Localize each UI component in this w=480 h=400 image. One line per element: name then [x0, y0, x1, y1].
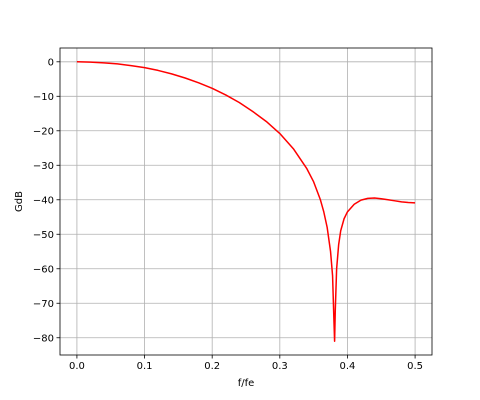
y-tick-label: −20 — [33, 126, 54, 137]
y-axis-label: GdB — [14, 191, 25, 212]
x-tick-label: 0.0 — [69, 361, 85, 372]
plot-frame — [59, 47, 433, 356]
x-axis-label: f/fe — [238, 378, 255, 389]
y-tick-label: −70 — [33, 299, 54, 310]
y-tick-label: −10 — [33, 92, 54, 103]
x-tick-label: 0.1 — [137, 361, 153, 372]
series-line — [76, 61, 416, 342]
y-tick-label: −60 — [33, 264, 54, 275]
y-tick-label: 0 — [48, 57, 54, 68]
grid — [60, 48, 432, 355]
x-tick-label: 0.3 — [272, 361, 288, 372]
ticks: 0.0 0.1 0.2 0.3 0.4 0.5 0 −10 −20 −30 −40 −50 −60 −70… — [33, 57, 423, 372]
y-tick-label: −50 — [33, 230, 54, 241]
x-tick-label: 0.2 — [204, 361, 220, 372]
y-tick-label: −30 — [33, 161, 54, 172]
series-layer — [76, 61, 416, 342]
x-tick-label: 0.5 — [407, 361, 423, 372]
y-tick-label: −40 — [33, 195, 54, 206]
y-tick-label: −80 — [33, 333, 54, 344]
x-tick-label: 0.4 — [340, 361, 356, 372]
